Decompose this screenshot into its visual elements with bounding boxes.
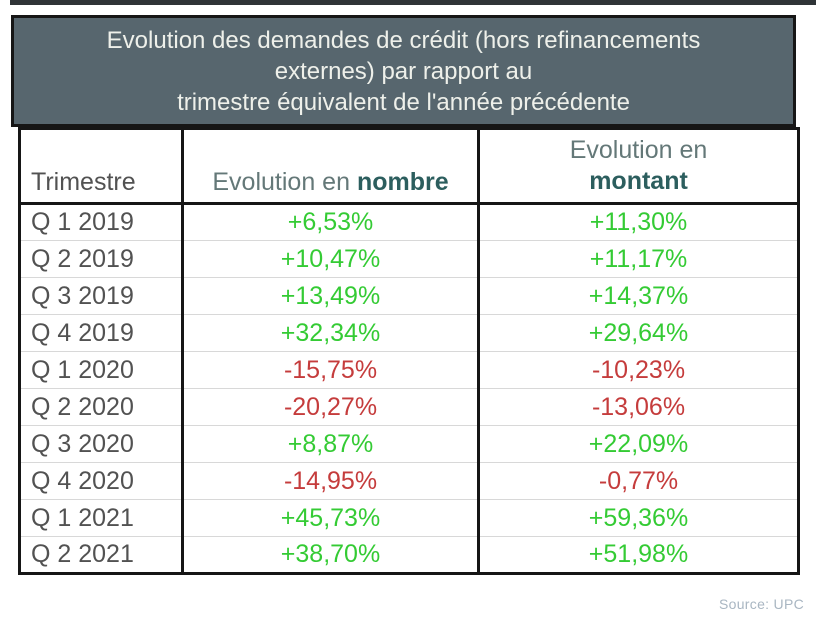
evolution-nombre-value: +45,73% [181, 499, 479, 537]
table-row: Q 2 2020 -20,27% -13,06% [19, 388, 799, 426]
table-row: Q 1 2021 +45,73% +59,36% [19, 499, 799, 537]
evolution-nombre-value: +8,87% [181, 425, 479, 463]
quarter-label: Q 2 2021 [19, 536, 183, 574]
quarter-label: Q 1 2020 [19, 351, 183, 389]
header-evolution-nombre: Evolution en nombre [181, 128, 479, 205]
table-row: Q 2 2019 +10,47% +11,17% [19, 240, 799, 278]
quarter-label: Q 4 2019 [19, 314, 183, 352]
table-row: Q 4 2020 -14,95% -0,77% [19, 462, 799, 500]
quarter-label: Q 4 2020 [19, 462, 183, 500]
evolution-montant-value: +29,64% [477, 314, 799, 352]
source-credit: Source: UPC [719, 596, 804, 612]
table-row: Q 2 2021 +38,70% +51,98% [19, 536, 799, 574]
title-line-2: externes) par rapport au [274, 58, 533, 85]
evolution-montant-value: -13,06% [477, 388, 799, 426]
table-row: Q 4 2019 +32,34% +29,64% [19, 314, 799, 352]
quarter-label: Q 2 2019 [19, 240, 183, 278]
title-line-3: trimestre équivalent de l'année précéden… [177, 89, 630, 116]
top-crop-bar [10, 0, 816, 5]
evolution-montant-value: +59,36% [477, 499, 799, 537]
evolution-nombre-value: +10,47% [181, 240, 479, 278]
header-trimestre: Trimestre [19, 128, 183, 205]
header-montant-bold: montant [589, 167, 688, 195]
evolution-nombre-value: +32,34% [181, 314, 479, 352]
table-row: Q 1 2019 +6,53% +11,30% [19, 203, 799, 241]
header-row: Trimestre Evolution en nombre Evolution … [19, 128, 799, 205]
header-nombre-bold: nombre [356, 168, 449, 196]
evolution-nombre-value: -14,95% [181, 462, 479, 500]
header-montant-prefix: Evolution en [569, 136, 708, 164]
evolution-montant-value: +22,09% [477, 425, 799, 463]
quarter-label: Q 3 2019 [19, 277, 183, 315]
evolution-nombre-value: +6,53% [181, 203, 479, 241]
credit-evolution-table: Trimestre Evolution en nombre Evolution … [18, 127, 800, 575]
quarter-label: Q 3 2020 [19, 425, 183, 463]
evolution-montant-value: -0,77% [477, 462, 799, 500]
evolution-nombre-value: -15,75% [181, 351, 479, 389]
header-evolution-montant: Evolution en montant [477, 128, 799, 205]
header-nombre-prefix: Evolution en [212, 168, 350, 196]
evolution-montant-value: +14,37% [477, 277, 799, 315]
evolution-nombre-value: +13,49% [181, 277, 479, 315]
evolution-nombre-value: -20,27% [181, 388, 479, 426]
table-row: Q 3 2019 +13,49% +14,37% [19, 277, 799, 315]
quarter-label: Q 2 2020 [19, 388, 183, 426]
evolution-montant-value: +11,17% [477, 240, 799, 278]
evolution-nombre-value: +38,70% [181, 536, 479, 574]
quarter-label: Q 1 2021 [19, 499, 183, 537]
quarter-label: Q 1 2019 [19, 203, 183, 241]
table-row: Q 1 2020 -15,75% -10,23% [19, 351, 799, 389]
evolution-montant-value: +11,30% [477, 203, 799, 241]
evolution-montant-value: -10,23% [477, 351, 799, 389]
title-line-1: Evolution des demandes de crédit (hors r… [106, 27, 701, 54]
table-title: Evolution des demandes de crédit (hors r… [11, 15, 796, 127]
evolution-montant-value: +51,98% [477, 536, 799, 574]
table-row: Q 3 2020 +8,87% +22,09% [19, 425, 799, 463]
